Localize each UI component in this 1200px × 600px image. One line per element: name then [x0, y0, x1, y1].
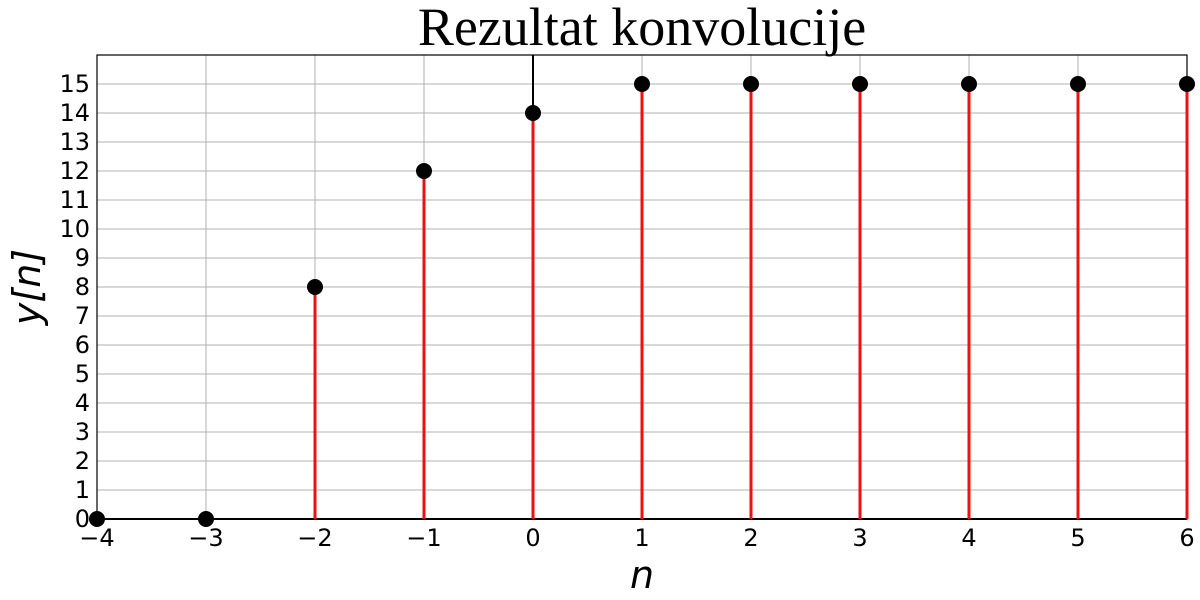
- x-tick-label: 2: [743, 524, 758, 552]
- y-tick-label: 11: [59, 186, 90, 214]
- x-tick-label: 0: [525, 524, 540, 552]
- data-point: [89, 511, 105, 527]
- y-tick-label: 7: [75, 302, 90, 330]
- x-tick-label: −4: [79, 524, 114, 552]
- y-tick-label: 6: [75, 331, 90, 359]
- y-tick-label: 8: [75, 273, 90, 301]
- y-tick-label: 13: [59, 128, 90, 156]
- x-axis-label: n: [630, 553, 654, 597]
- data-point: [525, 105, 541, 121]
- x-tick-label: 4: [961, 524, 976, 552]
- data-point: [743, 76, 759, 92]
- y-tick-label: 12: [59, 157, 90, 185]
- stems: [313, 84, 1189, 519]
- data-point: [1179, 76, 1195, 92]
- x-tick-label: −2: [297, 524, 332, 552]
- x-tick-label: 1: [634, 524, 649, 552]
- y-tick-label: 3: [75, 418, 90, 446]
- data-point: [1070, 76, 1086, 92]
- x-tick-label: 3: [852, 524, 867, 552]
- y-tick-label: 0: [75, 505, 90, 533]
- x-tick-labels: −4 −3 −2 −1 0 1 2 3 4 5 6: [79, 524, 1194, 552]
- y-tick-label: 9: [75, 244, 90, 272]
- data-point: [416, 163, 432, 179]
- data-point: [852, 76, 868, 92]
- data-point: [198, 511, 214, 527]
- data-point: [961, 76, 977, 92]
- x-tick-label: −3: [188, 524, 223, 552]
- chart-title: Rezultat konvolucije: [418, 0, 866, 57]
- y-tick-label: 1: [75, 476, 90, 504]
- y-axis-label: y[n]: [5, 249, 49, 326]
- y-tick-label: 10: [59, 215, 90, 243]
- y-tick-label: 5: [75, 360, 90, 388]
- markers: [89, 76, 1195, 527]
- data-point: [634, 76, 650, 92]
- y-tick-label: 15: [59, 70, 90, 98]
- data-point: [307, 279, 323, 295]
- y-tick-label: 2: [75, 447, 90, 475]
- x-tick-label: −1: [406, 524, 441, 552]
- y-tick-label: 4: [75, 389, 90, 417]
- x-tick-label: 5: [1070, 524, 1085, 552]
- x-tick-label: 6: [1179, 524, 1194, 552]
- y-tick-label: 14: [59, 99, 90, 127]
